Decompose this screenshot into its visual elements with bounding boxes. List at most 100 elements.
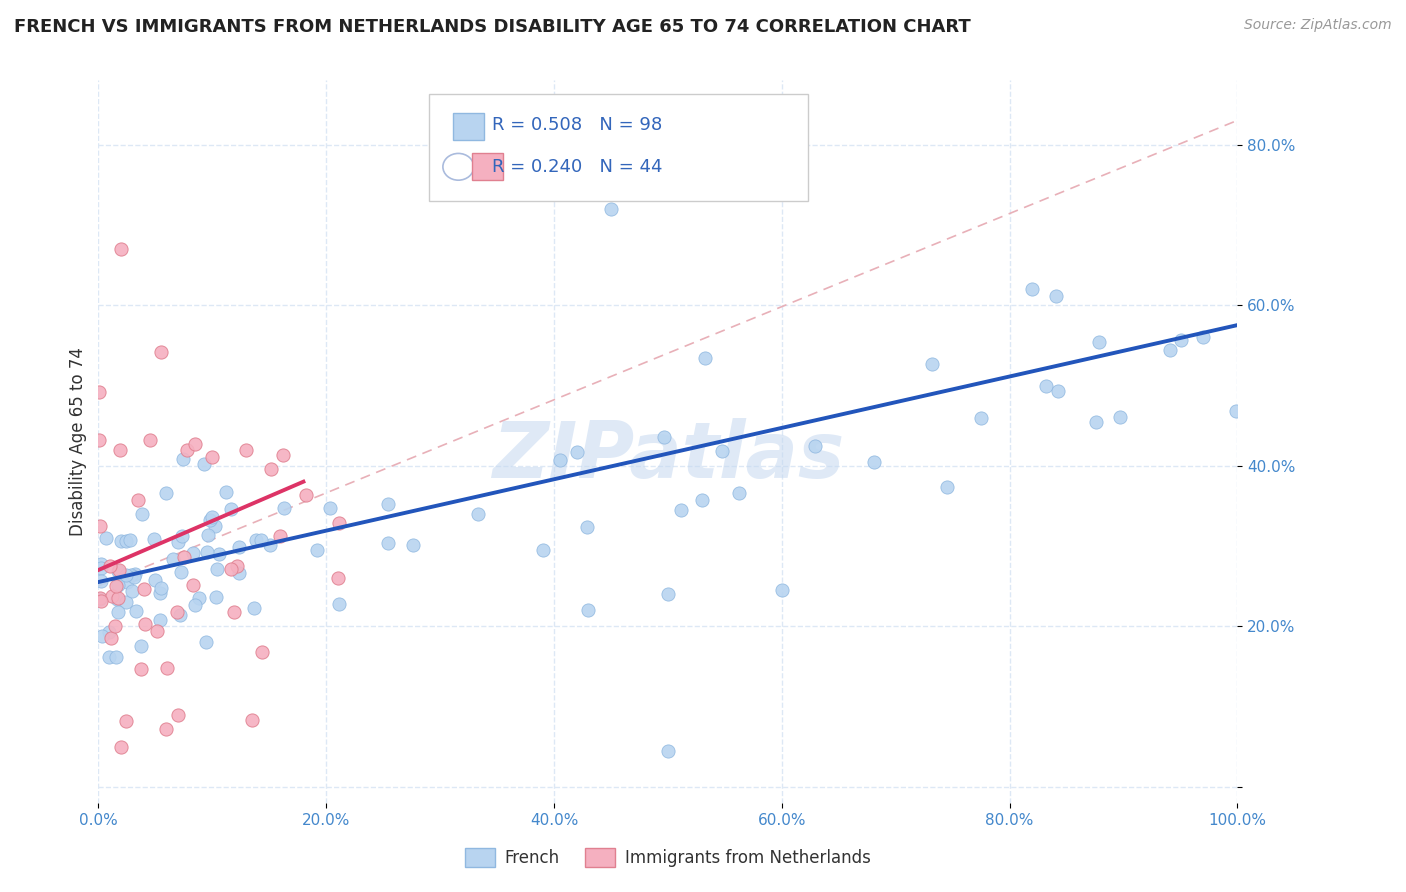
Point (1047, 384, 1070, 398)
Point (172, 452, 194, 467)
Point (326, 571, 349, 585)
Point (87, 433, 110, 447)
Point (1087, 334, 1109, 349)
Point (970, 410, 993, 425)
Point (142, 532, 165, 546)
Point (139, 434, 162, 448)
Point (110, 242, 132, 256)
Point (129, 640, 152, 654)
Point (690, 492, 713, 507)
Point (235, 442, 257, 457)
Point (319, 500, 342, 515)
Point (108, 442, 131, 457)
Point (269, 529, 291, 543)
Point (803, 439, 825, 453)
Point (107, 591, 129, 606)
Point (652, 430, 675, 444)
Point (1035, 379, 1057, 393)
Point (124, 567, 146, 582)
Point (94, 532, 117, 546)
Point (1084, 415, 1107, 429)
Point (1109, 409, 1132, 424)
Point (863, 455, 886, 469)
Point (245, 533, 267, 547)
Point (252, 644, 274, 658)
Point (104, 578, 127, 592)
Point (120, 533, 142, 548)
Point (134, 617, 156, 632)
Point (89, 591, 111, 606)
Point (156, 661, 179, 675)
Point (200, 513, 222, 527)
Point (205, 590, 228, 604)
Point (222, 605, 245, 619)
Point (122, 570, 145, 584)
Point (110, 534, 132, 549)
Point (143, 573, 166, 587)
Point (250, 533, 273, 547)
Point (107, 564, 129, 578)
Point (204, 519, 226, 533)
Point (100, 632, 122, 646)
Point (129, 662, 152, 676)
Point (328, 516, 350, 530)
Text: R = 0.508   N = 98: R = 0.508 N = 98 (492, 116, 662, 134)
Point (107, 578, 129, 592)
Point (295, 488, 318, 502)
Point (1021, 282, 1043, 296)
Point (162, 552, 184, 566)
Point (114, 595, 136, 609)
Point (575, 520, 598, 534)
Point (188, 591, 211, 606)
Text: Source: ZipAtlas.com: Source: ZipAtlas.com (1244, 18, 1392, 32)
Text: FRENCH VS IMMIGRANTS FROM NETHERLANDS DISABILITY AGE 65 TO 74 CORRELATION CHART: FRENCH VS IMMIGRANTS FROM NETHERLANDS DI… (14, 18, 970, 36)
Point (1225, 404, 1247, 418)
Point (240, 714, 263, 728)
Point (114, 533, 136, 548)
Point (219, 501, 242, 516)
Point (243, 601, 266, 615)
Point (770, 583, 793, 598)
Point (97, 649, 120, 664)
Text: ZIPatlas: ZIPatlas (492, 418, 844, 494)
Point (1159, 343, 1181, 357)
Point (181, 577, 204, 591)
Point (107, 605, 129, 619)
Point (1045, 289, 1067, 303)
Y-axis label: Disability Age 65 to 74: Disability Age 65 to 74 (69, 347, 87, 536)
Point (120, 568, 142, 582)
Point (273, 448, 295, 462)
Point (576, 603, 599, 617)
Point (197, 528, 219, 542)
Point (219, 562, 242, 576)
Point (657, 744, 679, 758)
Point (215, 484, 238, 499)
Point (115, 568, 138, 582)
Point (195, 635, 218, 649)
Point (205, 562, 228, 576)
Point (166, 605, 188, 619)
Point (727, 486, 749, 500)
Point (260, 461, 283, 475)
Point (115, 714, 138, 729)
Point (467, 507, 489, 521)
Point (548, 453, 571, 467)
Point (150, 581, 173, 595)
Point (103, 618, 125, 632)
Point (565, 444, 588, 458)
Point (170, 565, 193, 579)
Point (259, 538, 281, 552)
Point (90, 574, 112, 588)
Point (935, 480, 957, 494)
Point (105, 650, 128, 665)
Point (132, 582, 155, 597)
Point (328, 597, 350, 611)
Point (121, 584, 143, 599)
Point (131, 507, 153, 521)
Point (207, 547, 229, 561)
Point (149, 613, 172, 627)
Point (710, 444, 733, 458)
Point (921, 357, 943, 371)
Point (89, 591, 111, 606)
Point (101, 589, 124, 603)
